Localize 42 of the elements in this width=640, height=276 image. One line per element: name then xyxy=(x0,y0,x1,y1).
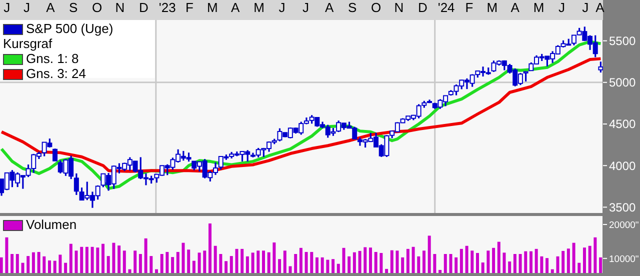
y-tick-label: 4000 xyxy=(609,158,636,173)
x-tick-label: '24 xyxy=(438,0,455,15)
y-tick-label: 5000 xyxy=(609,76,636,90)
x-tick-label: F xyxy=(465,0,474,15)
y-tick-label: 4500 xyxy=(609,117,636,132)
x-tick-label: F xyxy=(186,0,194,15)
x-tick-label: A xyxy=(46,0,56,15)
x-tick-label: O xyxy=(92,0,102,15)
x-tick-label: N xyxy=(394,0,404,15)
candlestick xyxy=(74,172,79,196)
candlestick xyxy=(52,148,58,162)
x-tick-label: A xyxy=(231,0,240,15)
x-tick-label: M xyxy=(254,0,265,15)
legend-label: S&P 500 (Uge) xyxy=(26,21,114,36)
x-tick-label: S xyxy=(348,0,357,15)
legend-label: Gns. 3: 24 xyxy=(26,66,86,81)
x-tick-label: J xyxy=(558,0,565,15)
x-tick-label: M xyxy=(486,0,498,15)
y-tick-label: 3500 xyxy=(609,200,636,214)
x-tick-label: J xyxy=(302,0,309,15)
legend-label: Gns. 1: 8 xyxy=(26,51,79,66)
y-tick-label: 10000" xyxy=(609,254,639,265)
y-tick-label: 20000" xyxy=(609,220,639,231)
x-tick-label: J xyxy=(582,0,589,15)
x-tick-label: S xyxy=(69,0,78,15)
x-tick-label: A xyxy=(510,0,520,15)
y-tick-label: 5500 xyxy=(609,34,636,48)
candlestick xyxy=(523,70,528,82)
legend-label: Volumen xyxy=(26,217,77,232)
x-tick-label: D xyxy=(138,0,148,15)
x-tick-label: M xyxy=(207,0,218,15)
x-tick-label: J xyxy=(278,0,286,15)
x-tick-label: M xyxy=(533,0,544,15)
x-tick-label: A xyxy=(596,0,605,15)
x-tick-label: N xyxy=(115,0,125,15)
x-tick-label: D xyxy=(418,0,428,15)
x-tick-label: A xyxy=(325,0,334,15)
x-tick-label: J xyxy=(24,0,30,15)
x-tick-label: O xyxy=(370,0,382,15)
legend-title: Kursgraf xyxy=(3,36,54,51)
x-tick-label: J xyxy=(4,0,10,15)
x-tick-label: '23 xyxy=(158,0,176,15)
